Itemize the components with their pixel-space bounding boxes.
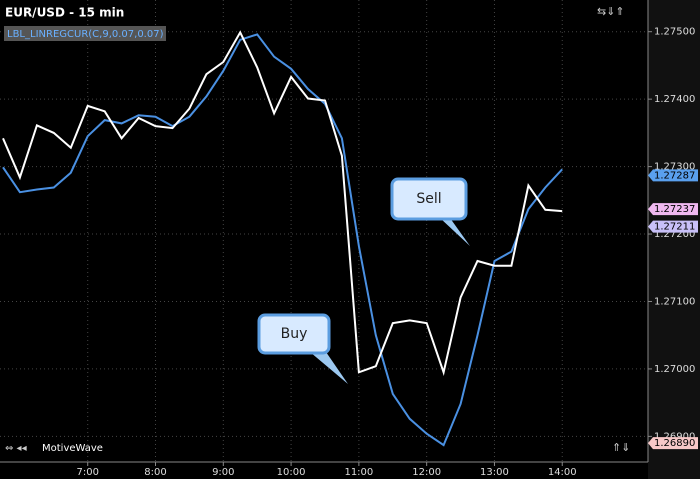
callout [257, 313, 331, 355]
y-tick-label: 1.27100 [654, 296, 695, 307]
chart-title: EUR/USD - 15 min [5, 6, 124, 20]
brand: MotiveWave [42, 443, 103, 454]
callout-text: Buy [281, 326, 308, 342]
nav-icons[interactable]: ⇑⇓ [612, 441, 630, 454]
y-tick-label: 1.27500 [654, 27, 695, 38]
y-tick-label: 1.26900 [654, 431, 695, 442]
x-tick-label: 12:00 [412, 467, 441, 478]
callout-pointer [440, 218, 470, 246]
price-marker [648, 169, 698, 182]
x-tick-label: 9:00 [212, 467, 234, 478]
price-marker-label: 1.26890 [654, 438, 695, 449]
callout-text: Sell [416, 191, 441, 207]
price-marker-label: 1.27237 [654, 204, 695, 215]
price-marker [648, 220, 698, 233]
x-tick-label: 10:00 [277, 467, 306, 478]
callout-pointer [310, 352, 348, 384]
y-tick-label: 1.27200 [654, 229, 695, 240]
price-marker [648, 203, 698, 216]
nav-icons[interactable]: ⇔ ◂◂ [5, 443, 27, 454]
plot-area [0, 0, 648, 462]
indicator-box [4, 26, 166, 41]
price-marker [648, 437, 698, 450]
x-tick-label: 11:00 [344, 467, 373, 478]
x-tick-label: 8:00 [144, 467, 166, 478]
x-tick-label: 7:00 [76, 467, 98, 478]
x-tick-label: 13:00 [480, 467, 509, 478]
series-line [2, 33, 563, 447]
y-tick-label: 1.27000 [654, 364, 695, 375]
marks [2, 30, 563, 447]
nav-icons[interactable]: ⇆⇓⇑ [597, 5, 625, 18]
price-axis [648, 0, 700, 479]
x-tick-label: 14:00 [548, 467, 577, 478]
y-tick-label: 1.27300 [654, 162, 695, 173]
series-line [2, 30, 563, 376]
indicator-label: LBL_LINREGCUR(C,9,0.07,0.07) [7, 29, 164, 40]
price-marker-label: 1.27287 [654, 170, 695, 181]
callout [390, 177, 468, 221]
price-marker-label: 1.27211 [654, 222, 695, 233]
y-tick-label: 1.27400 [654, 94, 695, 105]
